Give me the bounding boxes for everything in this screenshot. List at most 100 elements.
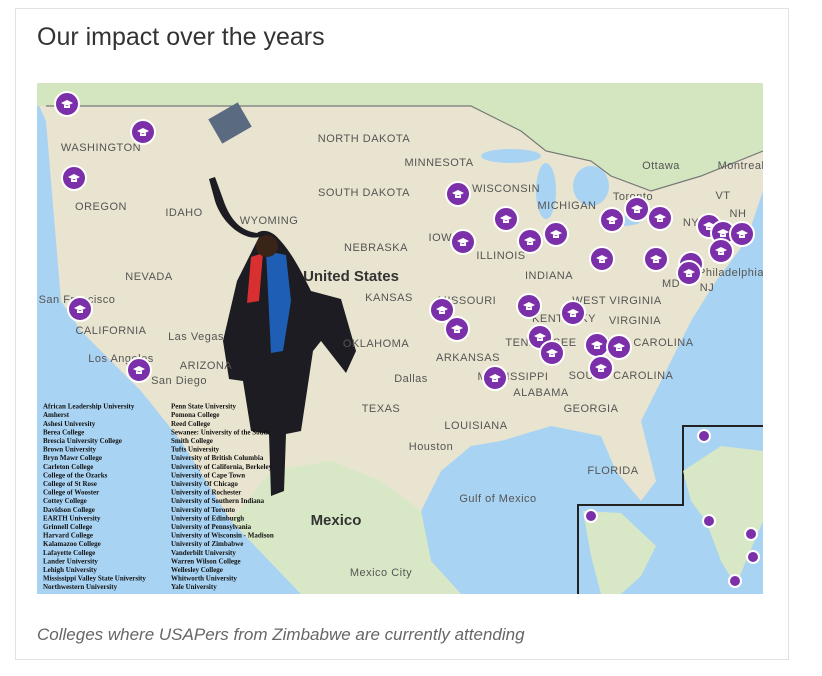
lake: [536, 163, 556, 219]
college-name: Lander University: [43, 557, 98, 565]
graduate-photo: [208, 102, 356, 496]
pin-icon: [451, 325, 463, 333]
college-name: University of Toronto: [171, 506, 236, 514]
map-label: NJ: [700, 282, 714, 294]
lake: [573, 166, 609, 206]
pin-icon: [715, 247, 727, 255]
college-name: University of Cape Town: [171, 471, 245, 479]
college-name: Cottey College: [43, 497, 87, 505]
map-label: OKLAHOMA: [343, 338, 410, 350]
map-label: SOUTH CAROLINA: [569, 370, 674, 382]
college-name: University of Southern Indiana: [171, 497, 265, 505]
map-label: VT: [715, 190, 730, 202]
pin-icon: [591, 341, 603, 349]
college-name: University of Wisconsin - Madison: [171, 532, 274, 540]
college-name: Smith College: [171, 437, 213, 445]
pin-icon: [523, 302, 535, 310]
map-label: INDIANA: [525, 270, 573, 282]
map-label: IDAHO: [165, 207, 202, 219]
college-name: College of Wooster: [43, 489, 99, 497]
map-label: Montreal: [718, 160, 763, 172]
college-pin: [584, 509, 598, 523]
college-name: Lehigh University: [43, 566, 97, 574]
map-label: NH: [730, 208, 747, 220]
college-pin: [702, 514, 716, 528]
college-name: Wellesley College: [171, 566, 223, 574]
pin-icon: [631, 205, 643, 213]
map-label: ALABAMA: [513, 387, 569, 399]
college-name: Berea College: [43, 428, 84, 436]
mexico-coast: [231, 461, 461, 594]
college-name: University of California, Berkeley: [171, 463, 273, 471]
college-name: Mississippi Valley State University: [43, 575, 146, 583]
college-pin: [697, 429, 711, 443]
college-name: Reed College: [171, 420, 210, 428]
map-label: NEVADA: [125, 271, 173, 283]
map-label: WISCONSIN: [472, 183, 540, 195]
college-name: Kalamazoo College: [43, 540, 101, 548]
college-pin: [728, 574, 742, 588]
pin-icon: [736, 230, 748, 238]
map-label: TEXAS: [362, 403, 401, 415]
college-name: Grinnell College: [43, 523, 92, 531]
map-label: Ottawa: [642, 160, 680, 172]
college-name: University of Zimbabwe: [171, 540, 243, 548]
map-label: Dallas: [394, 373, 428, 385]
college-name: Ashesi University: [43, 420, 96, 428]
pin-icon: [452, 190, 464, 198]
map-label: LOUISIANA: [444, 420, 507, 432]
pin-icon: [68, 174, 80, 182]
map-label: NEBRASKA: [344, 242, 408, 254]
caption: Colleges where USAPers from Zimbabwe are…: [37, 625, 525, 644]
college-name: University of Pennsylvania: [171, 523, 252, 531]
college-name: Carleton College: [43, 463, 93, 471]
college-name: Warren Wilson College: [171, 557, 241, 565]
pin-icon: [654, 214, 666, 222]
map-label: San Diego: [151, 375, 207, 387]
map-label: GEORGIA: [564, 403, 619, 415]
pin-icon: [457, 238, 469, 246]
map-label: ARIZONA: [180, 360, 233, 372]
pin-icon: [534, 333, 546, 341]
pin-icon: [133, 366, 145, 374]
lake: [481, 149, 541, 163]
college-name: Vanderbilt University: [171, 549, 236, 557]
pin-icon: [74, 305, 86, 313]
college-pin: [744, 527, 758, 541]
map-label: NORTH DAKOTA: [318, 133, 411, 145]
canada: [37, 83, 763, 191]
map-label: Philadelphia: [698, 267, 763, 279]
college-name: African Leadership University: [43, 403, 135, 411]
pin-icon: [613, 343, 625, 351]
map-label: Mexico: [311, 512, 362, 529]
college-name: University of Rochester: [171, 489, 241, 497]
pin-icon: [500, 215, 512, 223]
card-title: Our impact over the years: [37, 23, 325, 51]
college-name: College of the Ozarks: [43, 471, 108, 479]
college-pin: [746, 550, 760, 564]
card: Our impact over the years WASHINGTON OREG…: [15, 8, 789, 660]
map-label: Gulf of Mexico: [459, 493, 536, 505]
pin-icon: [436, 306, 448, 314]
college-name: Amherst: [43, 411, 70, 419]
pin-icon: [524, 237, 536, 245]
map-label: ARKANSAS: [436, 352, 500, 364]
college-name: Northwestern University: [43, 583, 118, 591]
map-label: Houston: [409, 441, 453, 453]
map-image: WASHINGTON OREGON IDAHO NORTH DAKOTA SOUTH D…: [37, 83, 763, 594]
college-name: University of British Columbia: [171, 454, 264, 462]
map-label: WEST VIRGINIA: [572, 295, 662, 307]
pin-icon: [717, 229, 729, 237]
college-name: Davidson College: [43, 506, 95, 514]
map-label: Las Vegas: [168, 331, 224, 343]
college-name: Sewanee: University of the South: [171, 428, 270, 436]
pin-icon: [546, 349, 558, 357]
college-name: Whitworth University: [171, 575, 237, 583]
map-label: MICHIGAN: [538, 200, 597, 212]
college-name: Tufts University: [171, 446, 220, 454]
college-name: Lafayette College: [43, 549, 95, 557]
inset-map: [577, 425, 763, 594]
college-name: Brescia University College: [43, 437, 122, 445]
college-name: College of St Rose: [43, 480, 97, 488]
pin-icon: [606, 216, 618, 224]
